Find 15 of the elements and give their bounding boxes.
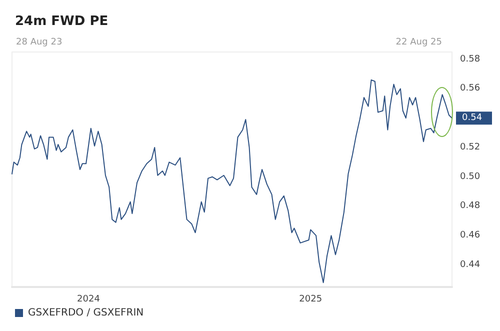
legend-label: GSXEFRDO / GSXEFRIN	[28, 308, 144, 318]
y-tick-label: 0.58	[460, 54, 480, 64]
y-tick-label: 0.44	[460, 260, 480, 270]
y-tick-label: 0.52	[460, 142, 480, 152]
text: 28 Aug 23	[16, 38, 62, 48]
y-tick-label: 0.50	[460, 172, 480, 182]
chart-title: 24m FWD PE	[15, 14, 108, 29]
line-series	[12, 79, 452, 284]
x-tick-label: 2024	[77, 294, 100, 304]
x-tick-label: 2025	[299, 294, 322, 304]
y-tick-label: 0.48	[460, 201, 480, 212]
y-tick-label: 0.46	[460, 230, 480, 241]
text: 22 Aug 25	[396, 38, 442, 48]
y-tick-label: 0.56	[460, 84, 480, 94]
annotation: 0.54	[462, 113, 482, 124]
